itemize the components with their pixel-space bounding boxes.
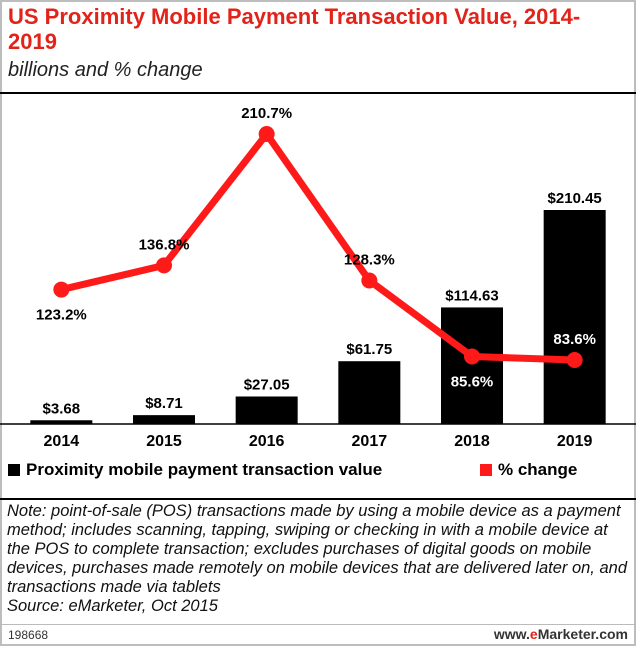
line-series: [57, 130, 579, 364]
x-tick-label: 2016: [249, 433, 285, 450]
bar-value-label: $8.71: [145, 395, 183, 412]
x-tick-label: 2015: [146, 433, 182, 450]
bar: [235, 396, 298, 424]
legend-swatch-line: [480, 464, 492, 476]
bar-value-label: $210.45: [548, 190, 602, 207]
chart-legend: Proximity mobile payment transaction val…: [8, 460, 628, 486]
line-value-label: 123.2%: [36, 307, 87, 324]
bar: [441, 307, 503, 424]
line-value-label: 128.3%: [344, 252, 395, 269]
bar: [30, 420, 93, 424]
line-point: [361, 272, 378, 289]
chart-id: 198668: [8, 628, 49, 642]
x-tick-label: 2019: [557, 433, 593, 450]
bar: [543, 210, 606, 424]
chart-title: US Proximity Mobile Payment Transaction …: [8, 4, 581, 54]
legend-swatch-bars: [8, 464, 20, 476]
brand-highlight: e: [529, 626, 538, 642]
line-point: [258, 126, 275, 142]
line-point: [566, 352, 583, 368]
note-text: Note: point-of-sale (POS) transactions m…: [7, 502, 628, 596]
line-point: [464, 348, 480, 365]
bar-value-label: $3.68: [43, 400, 81, 417]
brand-suffix: Marketer.com: [537, 626, 628, 642]
line-point: [156, 257, 172, 274]
bar-value-label: $114.63: [445, 287, 498, 304]
line-value-label: 85.6%: [451, 373, 494, 390]
legend-item-line: % change: [480, 460, 577, 480]
bar: [338, 361, 401, 424]
line-value-label: 136.8%: [139, 236, 190, 253]
chart-subtitle: billions and % change: [8, 59, 203, 81]
bar-value-label: $61.75: [346, 341, 392, 358]
bar-value-label: $27.05: [244, 376, 290, 393]
note-source: Source: eMarketer, Oct 2015: [7, 597, 218, 615]
title-divider: [0, 92, 636, 94]
chart-plot: $3.68 $8.71 $27.05 $61.75 $114.63 $210.45 2014…: [0, 105, 636, 450]
note-divider: [0, 498, 636, 500]
legend-label-line: % change: [498, 460, 578, 479]
footer-divider: [0, 624, 636, 625]
x-tick-label: 2018: [454, 433, 490, 450]
legend-item-bars: Proximity mobile payment transaction val…: [8, 460, 382, 480]
legend-label-bars: Proximity mobile payment transaction val…: [26, 460, 383, 479]
x-tick-label: 2017: [352, 433, 388, 450]
bar: [133, 415, 195, 424]
line-value-label: 83.6%: [553, 331, 596, 348]
line-value-label: 210.7%: [241, 105, 292, 122]
brand-prefix: www.: [493, 626, 530, 642]
line-point: [53, 281, 70, 298]
x-tick-label: 2014: [44, 433, 80, 450]
chart-note: Note: point-of-sale (POS) transactions m…: [7, 502, 631, 616]
brand-logo: www.eMarketer.com: [494, 626, 628, 642]
